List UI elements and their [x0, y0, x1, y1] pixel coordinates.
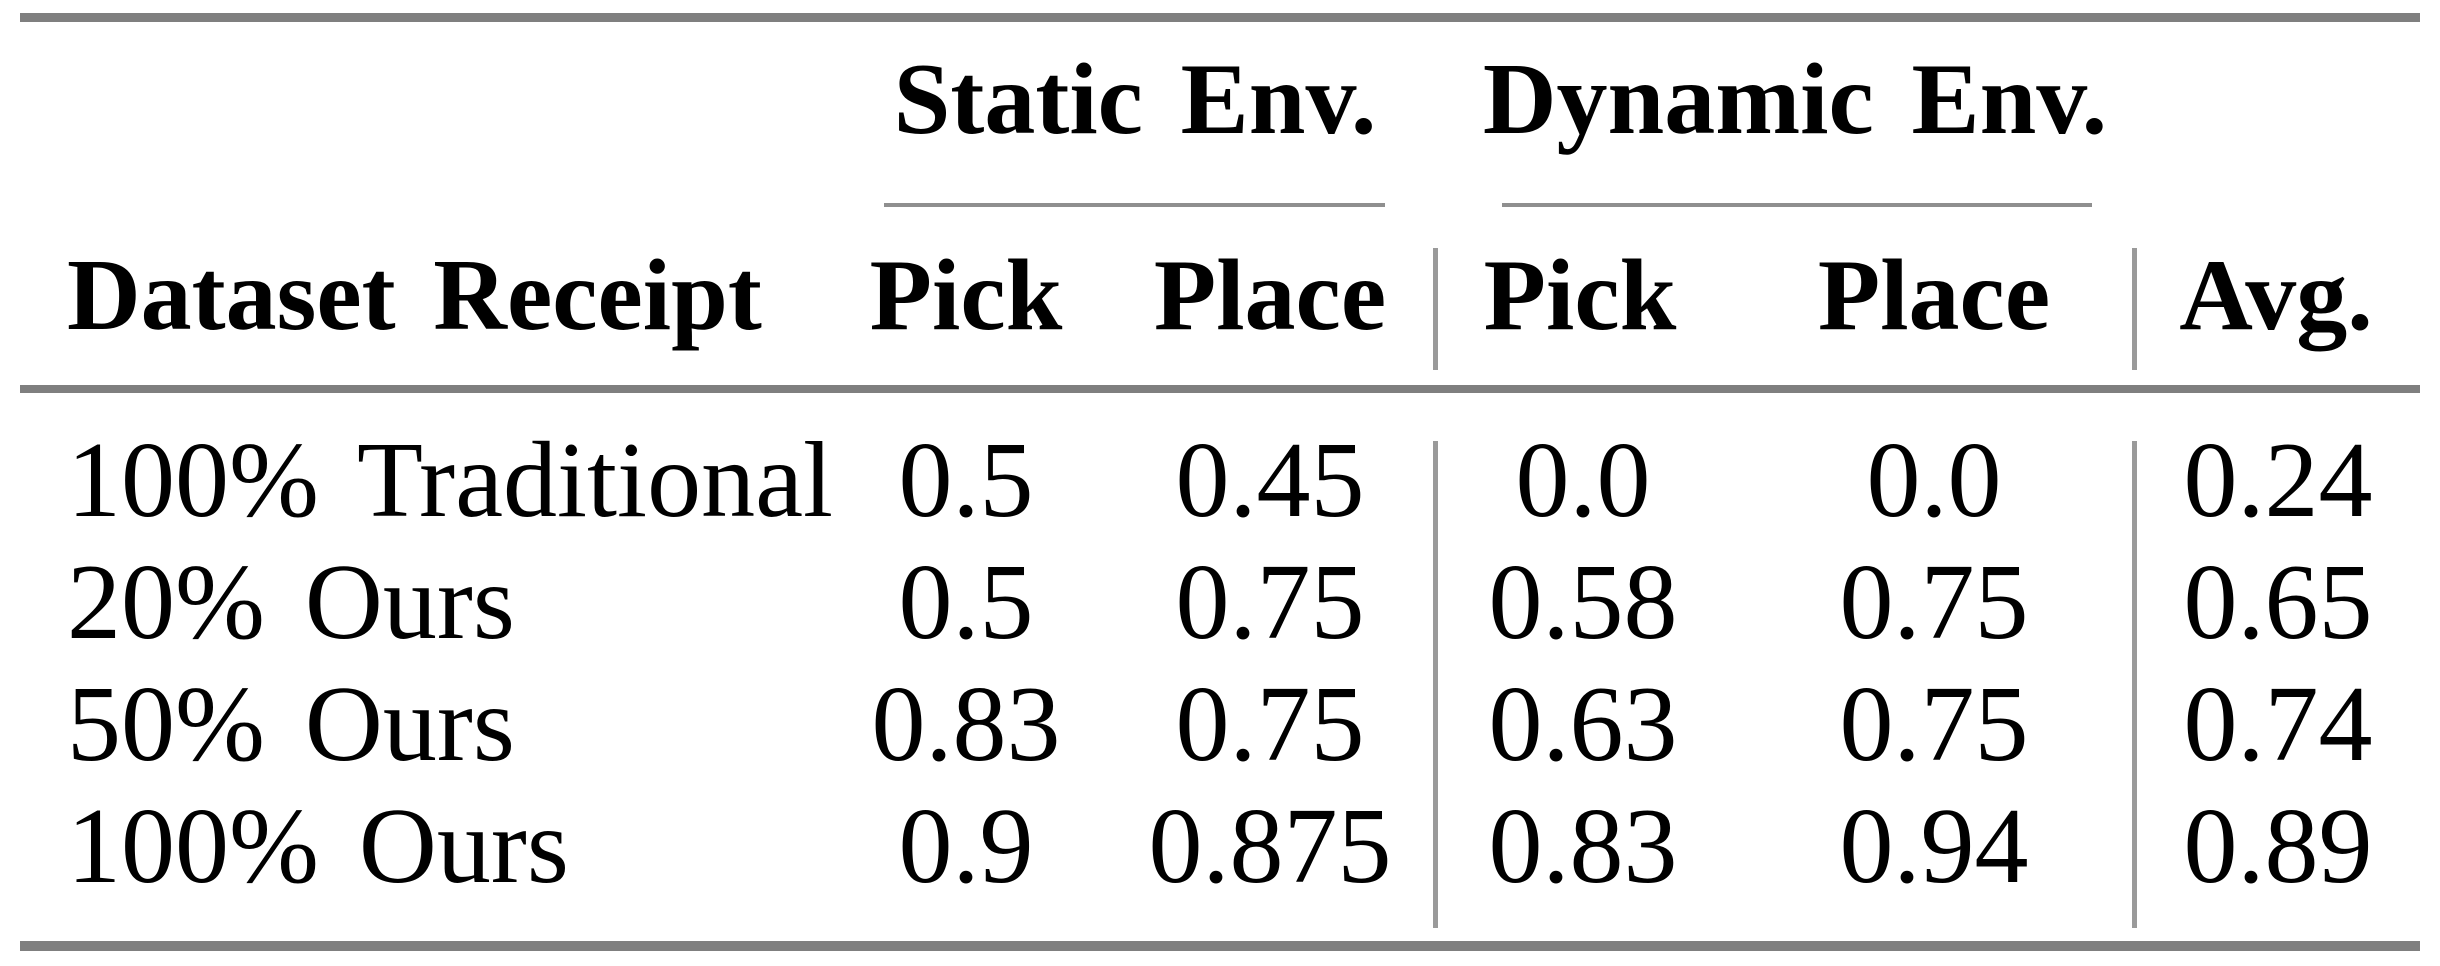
- group-header-static-env: Static Env.: [893, 43, 1377, 156]
- top-rule: [20, 13, 2420, 22]
- header-midrule: [20, 385, 2420, 393]
- cell-value: 0.5: [898, 543, 1034, 662]
- cell-value: 0.0: [1515, 421, 1651, 540]
- cell-value: 0.74: [2183, 665, 2373, 784]
- cell-value: 0.5: [898, 421, 1034, 540]
- cell-value: 0.0: [1866, 421, 2002, 540]
- column-header-dataset-receipt: Dataset Receipt: [67, 239, 762, 352]
- separator-dynamic-avg-header: [2132, 248, 2137, 370]
- separator-dynamic-avg-body: [2132, 441, 2137, 928]
- cell-value: 0.75: [1839, 543, 2029, 662]
- static-env-underline: [884, 203, 1385, 207]
- cell-value: 0.58: [1488, 543, 1678, 662]
- row-label: 100% Ours: [67, 787, 569, 906]
- column-header-static-place: Place: [1153, 239, 1387, 352]
- cell-value: 0.94: [1839, 787, 2029, 906]
- bottom-rule: [20, 941, 2420, 951]
- cell-value: 0.63: [1488, 665, 1678, 784]
- cell-value: 0.9: [898, 787, 1034, 906]
- cell-value: 0.75: [1839, 665, 2029, 784]
- cell-value: 0.89: [2183, 787, 2373, 906]
- cell-value: 0.45: [1175, 421, 1365, 540]
- column-header-dynamic-place: Place: [1817, 239, 2051, 352]
- cell-value: 0.75: [1175, 665, 1365, 784]
- column-header-dynamic-pick: Pick: [1483, 239, 1677, 352]
- separator-static-dynamic-body: [1433, 441, 1438, 928]
- column-header-avg: Avg.: [2179, 239, 2373, 352]
- cell-value: 0.875: [1148, 787, 1392, 906]
- dynamic-env-underline: [1502, 203, 2092, 207]
- separator-static-dynamic-header: [1433, 248, 1438, 370]
- row-label: 20% Ours: [67, 543, 515, 662]
- cell-value: 0.24: [2183, 421, 2373, 540]
- cell-value: 0.83: [1488, 787, 1678, 906]
- group-header-dynamic-env: Dynamic Env.: [1482, 43, 2108, 156]
- row-label: 50% Ours: [67, 665, 515, 784]
- cell-value: 0.65: [2183, 543, 2373, 662]
- row-label: 100% Traditional: [67, 421, 834, 540]
- cell-value: 0.75: [1175, 543, 1365, 662]
- cell-value: 0.83: [871, 665, 1061, 784]
- column-header-static-pick: Pick: [869, 239, 1063, 352]
